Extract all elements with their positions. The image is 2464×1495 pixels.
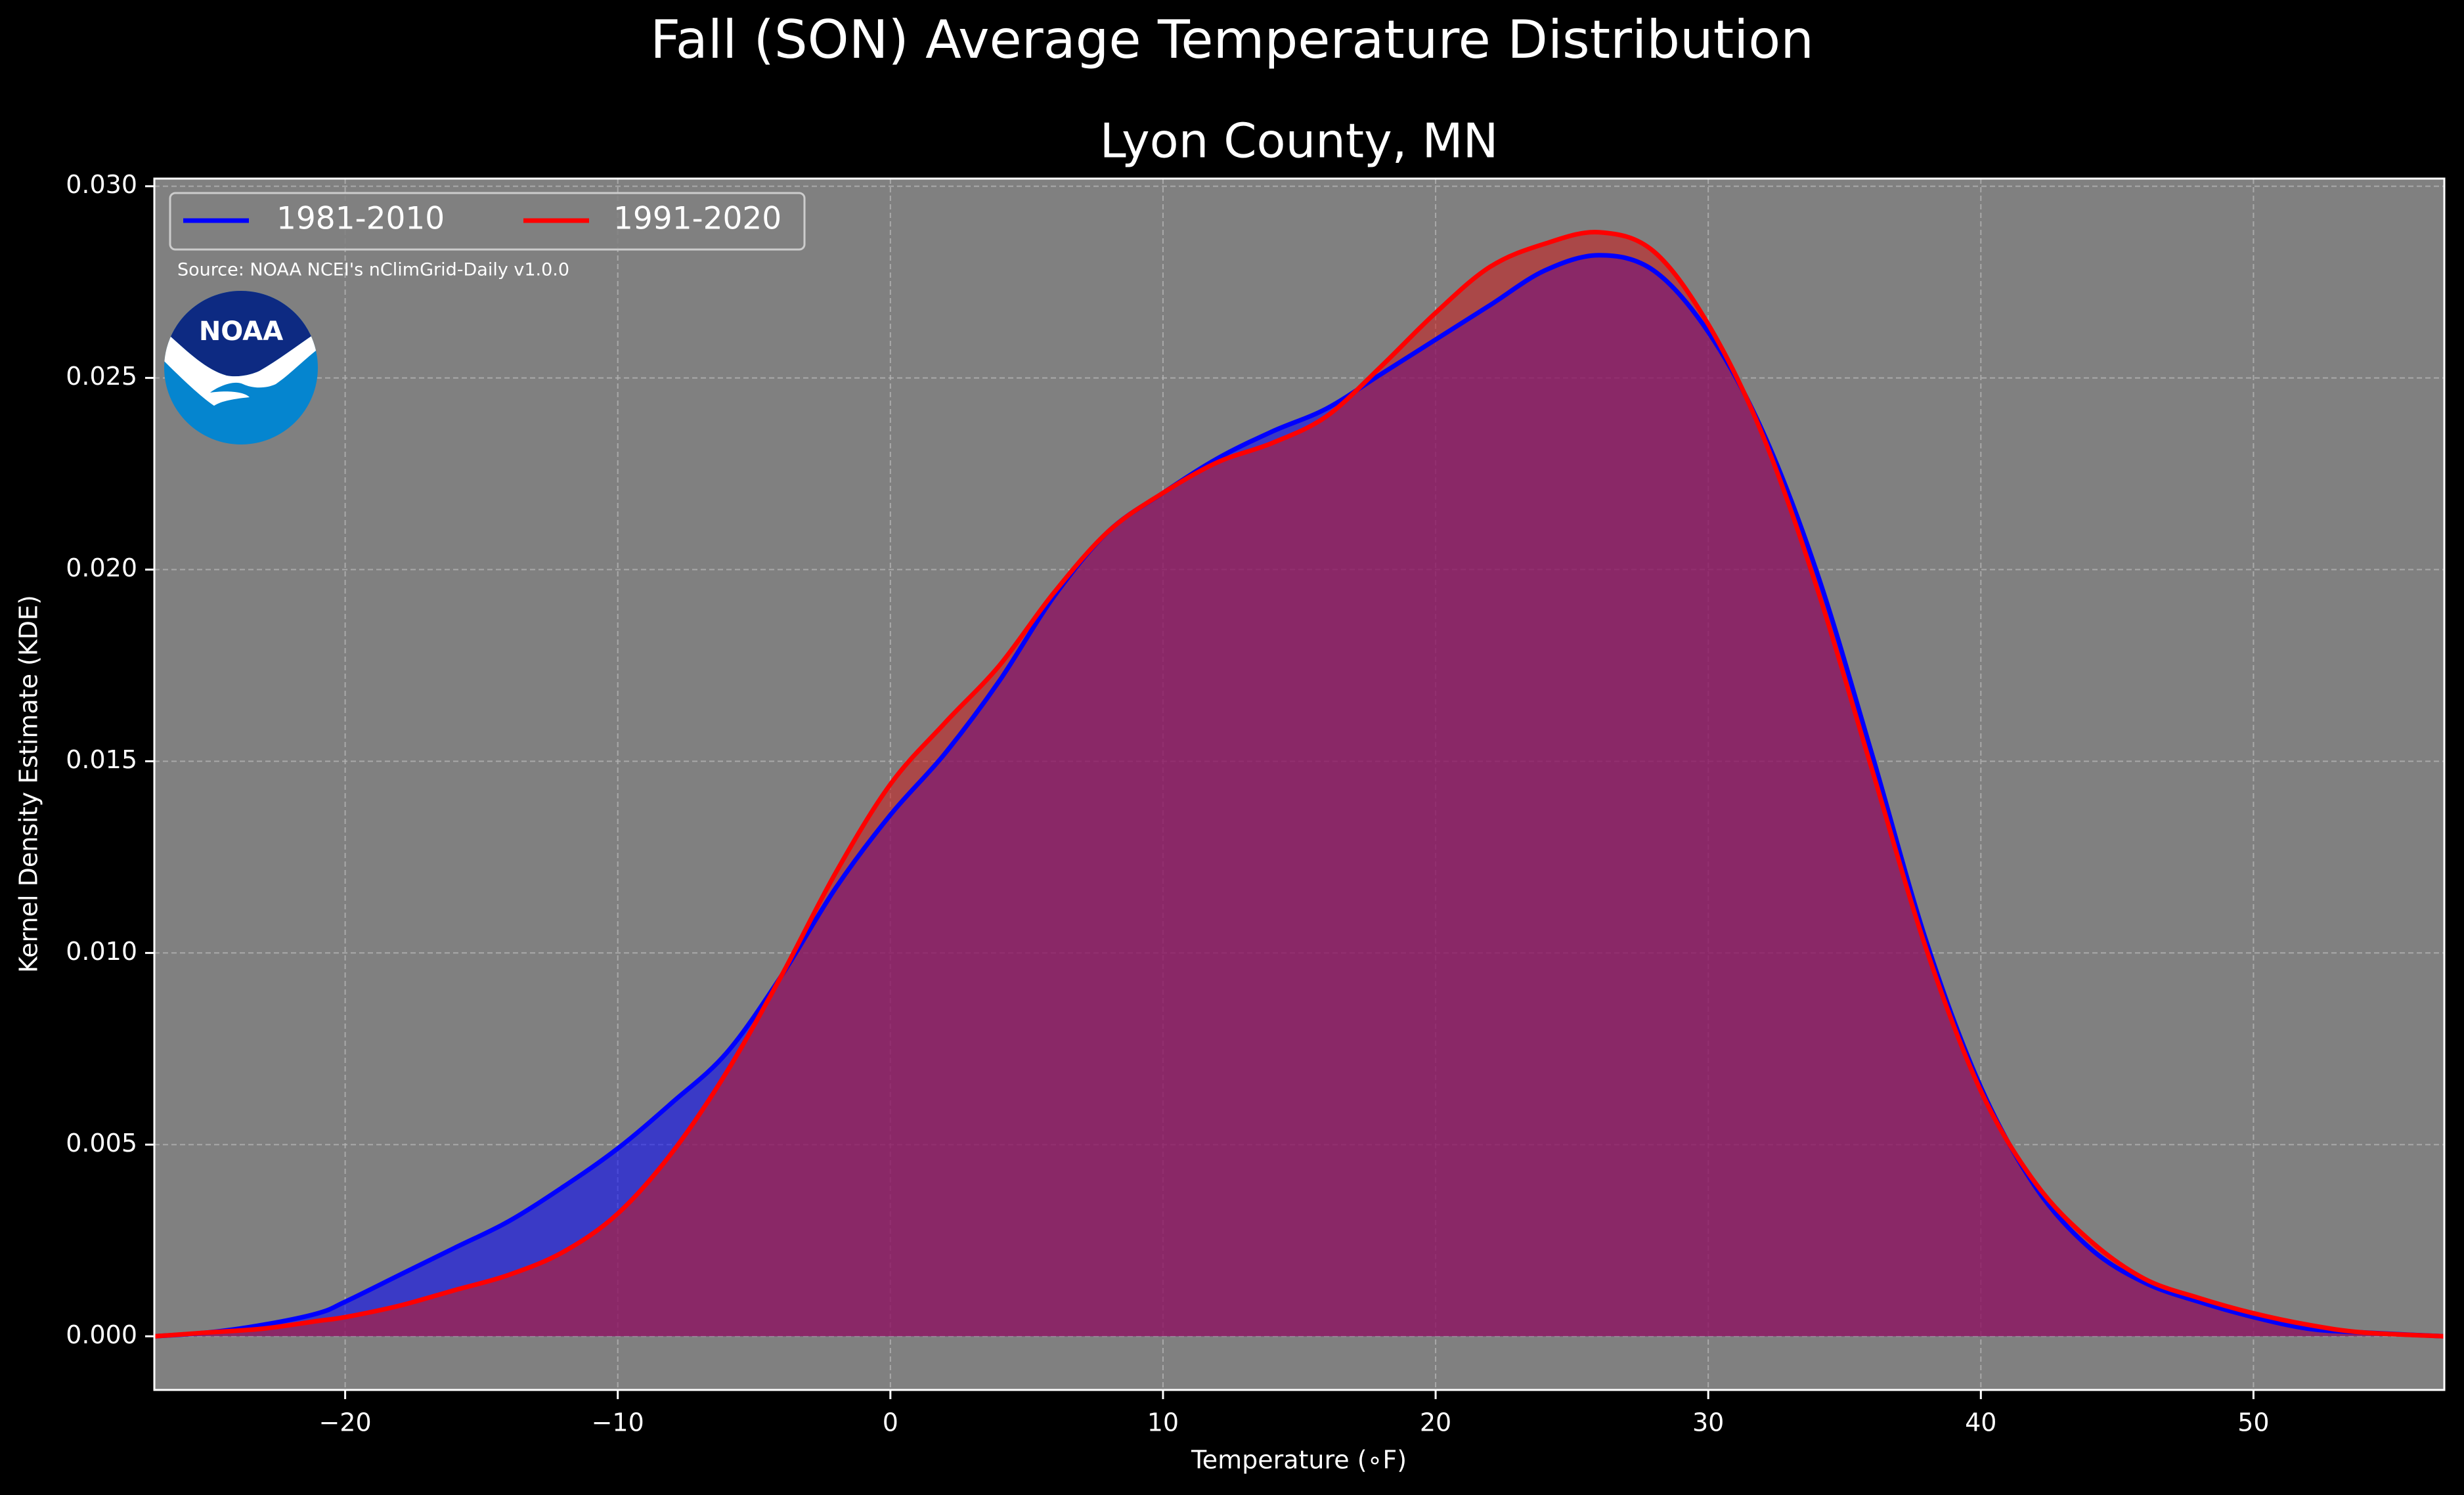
y-axis-label: Kernel Density Estimate (KDE): [14, 595, 43, 973]
legend-label-1981-2010: 1981-2010: [276, 201, 445, 237]
noaa-logo-text: NOAA: [199, 316, 283, 347]
noaa-logo-upper-field: [164, 291, 318, 377]
y-tick-label: 0.030: [66, 170, 137, 199]
x-axis-label: Temperature (∘F): [1191, 1446, 1407, 1475]
x-tick-label: 0: [883, 1408, 898, 1437]
x-tick-label: −20: [319, 1408, 371, 1437]
y-tick-label: 0.005: [66, 1129, 137, 1158]
legend-label-1991-2020: 1991-2020: [613, 201, 781, 237]
chart-suptitle: Fall (SON) Average Temperature Distribut…: [650, 9, 1814, 70]
noaa-logo: NOAA: [164, 291, 318, 444]
x-tick-label: 50: [2237, 1408, 2269, 1437]
y-tick-label: 0.010: [66, 937, 137, 966]
plot-frame: [153, 177, 2446, 1391]
legend-box: [169, 192, 806, 251]
x-tick-label: 10: [1147, 1408, 1179, 1437]
series-line-1991-2020: [154, 229, 2445, 1339]
y-tick-label: 0.025: [66, 362, 137, 391]
y-axis-ticks: 0.000 0.005 0.010 0.015 0.020 0.025 0.030: [66, 170, 154, 1349]
noaa-logo-bird-wing: [164, 325, 318, 406]
x-axis-ticks: −20 −10 0 10 20 30 40 50: [319, 1390, 2270, 1437]
legend: 1981-2010 1991-2020: [169, 192, 806, 251]
y-tick-label: 0.000: [66, 1320, 137, 1349]
x-tick-label: 40: [1965, 1408, 1996, 1437]
series-lines: [154, 229, 2445, 1339]
x-tick-label: 30: [1692, 1408, 1724, 1437]
series-fills: [154, 232, 2444, 1337]
source-annotation: Source: NOAA NCEI's nClimGrid-Daily v1.0…: [177, 260, 569, 280]
x-tick-label: 20: [1420, 1408, 1451, 1437]
chart-title: Lyon County, MN: [1100, 114, 1499, 169]
x-tick-label: −10: [592, 1408, 644, 1437]
series-fill-1991-2020: [154, 232, 2444, 1337]
y-tick-label: 0.015: [66, 745, 137, 774]
y-tick-label: 0.020: [66, 553, 137, 582]
